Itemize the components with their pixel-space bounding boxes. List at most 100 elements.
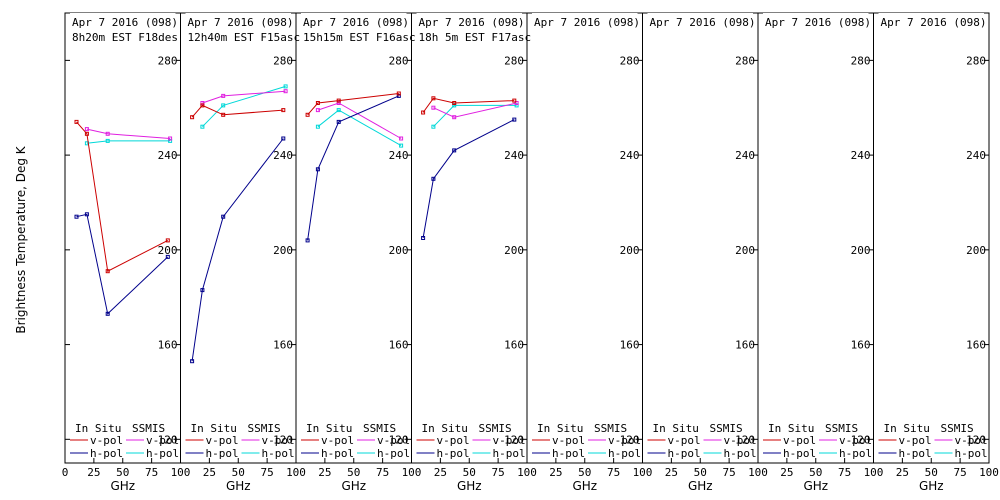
y-tick-label: 160	[851, 339, 871, 352]
legend-insitu-v-pol-label: v-pol	[783, 434, 816, 447]
series-point-ssmis_v	[431, 105, 436, 110]
legend-insitu-h-pol-label: h-pol	[552, 447, 585, 460]
y-tick-label: 240	[504, 149, 524, 162]
legend-insitu-h-pol-label: h-pol	[437, 447, 470, 460]
x-axis-label: GHz	[110, 479, 135, 493]
series-point-insitu_v	[281, 108, 286, 113]
legend-ssmis-v-pol-label: v-pol	[724, 434, 757, 447]
legend-ssmis-h-pol-label: h-pol	[262, 447, 295, 460]
legend-insitu-h-pol-label: h-pol	[668, 447, 701, 460]
panel-5: 120 160 200 240 280 25 50 75 100 GHz Apr 7 2016 (0…	[526, 12, 652, 493]
series-point-ssmis_h	[105, 138, 110, 143]
x-tick-label: 50	[232, 466, 245, 479]
series-point-ssmis_v	[283, 89, 288, 94]
x-tick-label: 25	[434, 466, 447, 479]
x-axis-label: GHz	[688, 479, 713, 493]
panel-time: 18h 5m EST F17asc	[419, 31, 532, 44]
title-box	[301, 13, 407, 43]
panel-frame	[526, 12, 643, 464]
x-tick-label: 25	[87, 466, 100, 479]
panel-time: 15h15m EST F16asc	[303, 31, 416, 44]
legend-ssmis-v-pol-label: v-pol	[146, 434, 179, 447]
y-tick-label: 200	[851, 244, 871, 257]
y-tick-label: 120	[966, 433, 986, 446]
legend-ssmis-v-pol-label: v-pol	[955, 434, 988, 447]
legend-insitu-header: In Situ	[422, 422, 468, 435]
y-tick-label: 240	[966, 149, 986, 162]
x-axis-label: GHz	[226, 479, 251, 493]
series-point-insitu_h	[165, 254, 170, 259]
panel-frame	[295, 12, 412, 464]
x-tick-label: 75	[723, 466, 736, 479]
x-tick-label: 50	[809, 466, 822, 479]
series-point-insitu_v	[452, 101, 457, 105]
y-tick-label: 200	[966, 244, 986, 257]
x-tick-label: 25	[780, 466, 793, 479]
y-tick-label: 120	[273, 433, 293, 446]
legend-ssmis-header: SSMIS	[248, 422, 281, 435]
legend-insitu-v-pol-label: v-pol	[437, 434, 470, 447]
title-box	[416, 13, 522, 43]
title-box	[532, 13, 638, 43]
y-tick-label: 200	[620, 244, 640, 257]
series-point-insitu_v	[200, 103, 205, 108]
series-line-ssmis_h	[86, 140, 171, 144]
series-point-ssmis_h	[221, 103, 226, 108]
series-point-ssmis_v	[452, 115, 457, 120]
series-line-ssmis_h	[317, 109, 402, 147]
x-tick-label: 100	[979, 466, 999, 479]
y-tick-label: 280	[735, 54, 755, 67]
legend-insitu-v-pol-label: v-pol	[899, 434, 932, 447]
y-tick-label: 160	[620, 339, 640, 352]
x-tick-label: 75	[492, 466, 505, 479]
x-tick-label: 25	[665, 466, 678, 479]
legend-insitu-v-pol-label: v-pol	[206, 434, 239, 447]
panel-7: 120 160 200 240 280 25 50 75 100 GHz Apr 7 2016 (0…	[757, 12, 883, 493]
y-tick-label: 120	[504, 433, 524, 446]
y-tick-label: 240	[158, 149, 178, 162]
title-box	[185, 13, 291, 43]
x-tick-label: 75	[838, 466, 851, 479]
y-tick-label: 280	[620, 54, 640, 67]
y-tick-label: 160	[966, 339, 986, 352]
y-tick-label: 280	[851, 54, 871, 67]
panel-date: Apr 7 2016 (098)	[534, 16, 640, 29]
x-tick-label: 100	[286, 466, 306, 479]
series-point-insitu_v	[190, 115, 195, 120]
y-tick-label: 240	[851, 149, 871, 162]
x-axis-label: GHz	[457, 479, 482, 493]
panel-frame	[873, 12, 990, 464]
panel-4: 120 160 200 240 280 25 50 75 100 GHz Apr 7 2016 (0…	[411, 12, 537, 493]
legend-insitu-header: In Situ	[191, 422, 237, 435]
y-tick-label: 120	[735, 433, 755, 446]
series-line-ssmis_v	[202, 90, 286, 104]
series-line-insitu_h	[76, 213, 169, 315]
x-tick-label: 50	[116, 466, 129, 479]
series-point-insitu_v	[431, 96, 436, 101]
series-point-ssmis_h	[514, 103, 519, 108]
series-line-insitu_h	[191, 138, 284, 362]
panel-date: Apr 7 2016 (098)	[419, 16, 525, 29]
legend-ssmis-header: SSMIS	[132, 422, 165, 435]
series-line-insitu_v	[191, 104, 284, 118]
legend-ssmis-header: SSMIS	[363, 422, 396, 435]
series-point-ssmis_h	[452, 103, 457, 108]
y-tick-label: 160	[158, 339, 178, 352]
legend-ssmis-header: SSMIS	[710, 422, 743, 435]
y-tick-label: 120	[158, 433, 178, 446]
series-point-insitu_v	[84, 131, 89, 136]
y-tick-label: 240	[389, 149, 409, 162]
panel-date: Apr 7 2016 (098)	[72, 16, 178, 29]
x-tick-label: 25	[203, 466, 216, 479]
series-point-insitu_h	[431, 176, 436, 181]
title-box	[647, 13, 753, 43]
x-tick-label: 75	[607, 466, 620, 479]
legend-ssmis-h-pol-label: h-pol	[955, 447, 988, 460]
series-point-ssmis_v	[168, 136, 173, 141]
y-tick-label: 200	[735, 244, 755, 257]
y-tick-label: 280	[273, 54, 293, 67]
series-point-ssmis_v	[399, 136, 404, 141]
panels: 120 160 200 240 280 0 25 50 75 100 GHz Apr 7 2016 (…	[62, 12, 999, 493]
series-point-insitu_h	[281, 136, 286, 141]
y-tick-label: 160	[735, 339, 755, 352]
